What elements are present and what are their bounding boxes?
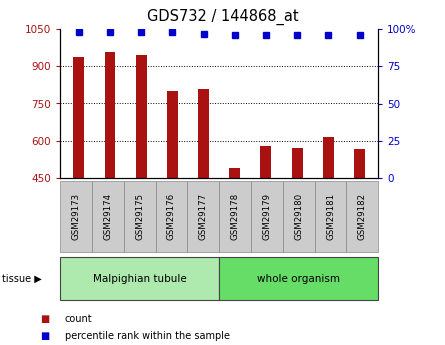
Bar (73, 57, 84, 178)
Text: GSM29175: GSM29175 (135, 193, 144, 240)
Bar (260, 146, 271, 178)
Bar (229, 168, 240, 178)
Bar (354, 149, 365, 178)
Text: count: count (65, 314, 92, 324)
Text: GSM29182: GSM29182 (358, 193, 367, 240)
Text: Malpighian tubule: Malpighian tubule (93, 274, 186, 284)
Bar (323, 137, 334, 178)
Text: GSM29173: GSM29173 (72, 193, 81, 240)
Bar (198, 89, 209, 178)
Text: GSM29179: GSM29179 (263, 193, 271, 240)
Text: GSM29174: GSM29174 (103, 193, 112, 240)
Text: percentile rank within the sample: percentile rank within the sample (65, 332, 230, 341)
Text: tissue ▶: tissue ▶ (2, 274, 42, 284)
Text: ■: ■ (40, 332, 49, 341)
Bar (167, 91, 178, 178)
Text: GDS732 / 144868_at: GDS732 / 144868_at (147, 9, 298, 25)
Text: GSM29176: GSM29176 (167, 193, 176, 240)
Bar (136, 55, 147, 178)
Text: ■: ■ (40, 314, 49, 324)
Text: GSM29180: GSM29180 (294, 193, 303, 240)
Text: GSM29181: GSM29181 (326, 193, 335, 240)
Text: GSM29178: GSM29178 (231, 193, 239, 240)
Text: GSM29177: GSM29177 (199, 193, 208, 240)
Bar (291, 148, 303, 178)
Bar (105, 51, 115, 178)
Text: whole organism: whole organism (257, 274, 340, 284)
